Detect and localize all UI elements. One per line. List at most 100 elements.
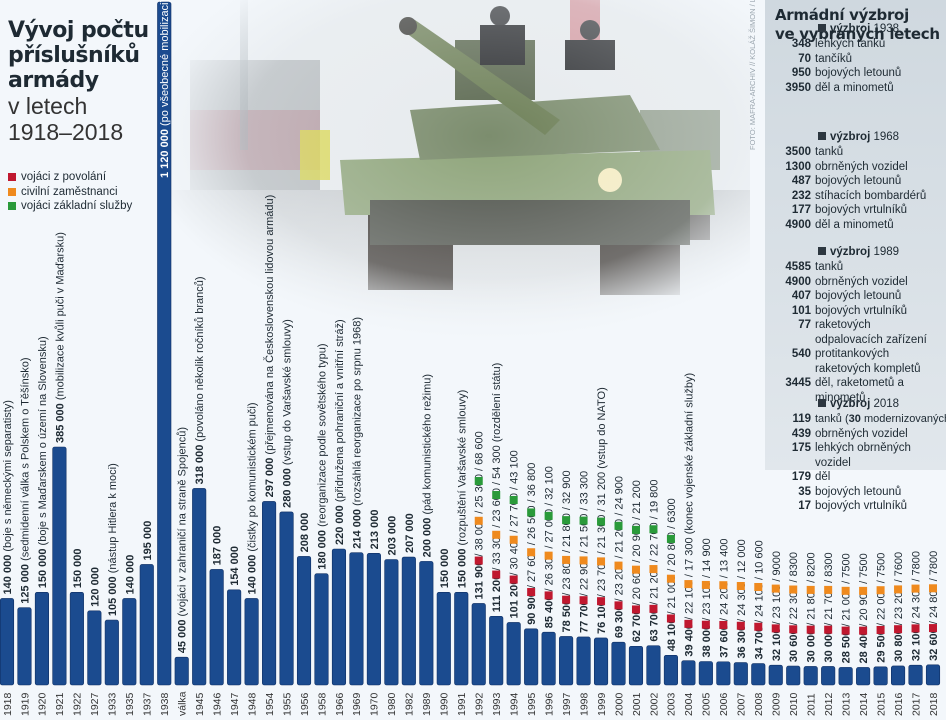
title-line-5: 1918–2018	[8, 119, 124, 145]
data-value: 220 000	[334, 505, 346, 545]
legend-square-prof	[824, 625, 833, 634]
bar-2016	[891, 665, 906, 686]
legend-square-prof	[509, 575, 518, 584]
breakdown-prof: 24 800	[928, 584, 940, 618]
data-annotation: (konec vojenské základní služby)	[683, 373, 695, 537]
data-value: 62 700	[631, 609, 643, 643]
x-tick-label: 1990	[439, 692, 451, 716]
data-label: 154 000	[229, 546, 241, 586]
data-value: 187 000	[212, 526, 224, 566]
breakdown-cons: 31 200	[596, 472, 608, 506]
armament-section-heading: výzbroj 1938	[765, 22, 946, 37]
bar-válka	[174, 656, 189, 686]
x-tick-label: 2007	[736, 692, 748, 716]
armament-count: 3445	[785, 377, 811, 389]
armament-item: bojových vrtulníků	[815, 304, 908, 317]
breakdown-civ: 7800	[911, 551, 923, 575]
breakdown-cons: 19 800	[648, 479, 660, 513]
legend-square-cons	[474, 477, 483, 486]
legend-square-civ	[859, 586, 868, 595]
armament-count: 17	[798, 500, 811, 512]
bar-1919	[17, 607, 32, 686]
armament-row: 487 bojových letounů	[765, 174, 946, 189]
legend-square-prof	[544, 591, 553, 600]
armament-count: 439	[791, 427, 811, 440]
legend-square-cons	[597, 517, 606, 526]
data-annotation: (vstup do NATO)	[596, 387, 608, 472]
breakdown-prof: 22 300	[788, 586, 800, 620]
armament-count: 348	[791, 38, 811, 50]
data-label: 150 000	[439, 549, 451, 589]
data-label: 125 000 (sedmidenní válka s Polskem o Tě…	[19, 358, 31, 604]
bar-1969	[349, 552, 364, 686]
separator: /	[806, 620, 818, 629]
data-label: 85 400 / 26 300 / 27 000 / 32 100	[544, 466, 556, 628]
separator: /	[858, 578, 870, 587]
bar-1994	[506, 622, 521, 686]
data-label: 39 400 / 22 100 / 17 300 (konec vojenské…	[683, 373, 695, 657]
armament-count: 950	[791, 67, 811, 79]
x-tick-label: 1956	[299, 692, 311, 716]
legend-square-civ	[492, 530, 501, 539]
separator: /	[666, 608, 678, 617]
legend-square-prof	[929, 624, 937, 633]
data-value: 111 200	[491, 574, 503, 613]
breakdown-cons: 33 300	[579, 471, 591, 505]
armament-count: 3950	[785, 81, 811, 94]
armament-row: 3950 děl a minometů	[765, 81, 946, 96]
bar-2002	[646, 645, 661, 686]
data-label: 28 400 / 20 900 / 7500	[858, 553, 870, 663]
separator: /	[753, 574, 765, 583]
data-label: 62 700 / 20 600 / 20 900 / 21 200	[631, 480, 643, 642]
bar-1996	[541, 631, 556, 686]
data-value: 32 100	[771, 628, 783, 662]
data-annotation: (vstup do Varšavské smlouvy)	[282, 319, 294, 468]
separator: /	[701, 572, 713, 581]
armament-section-label: výzbroj	[830, 23, 871, 35]
bar-1989	[419, 561, 434, 686]
bar-1980	[384, 559, 399, 686]
legend-square-civ	[824, 585, 833, 594]
legend-square-cons	[527, 508, 536, 517]
separator: /	[579, 590, 591, 599]
data-annotation: (vojáci v zahraničí na straně Spojenců)	[177, 427, 189, 620]
legend-square-prof	[841, 626, 850, 635]
separator: /	[666, 523, 678, 532]
armament-row: 439 obrněných vozidel	[765, 427, 946, 442]
separator: /	[771, 576, 783, 585]
data-value: 29 500	[876, 629, 888, 663]
armament-count: 101	[791, 304, 811, 317]
data-value: 36 300	[736, 625, 748, 659]
data-label: 214 000 (rozsáhlá reorganizace po srpnu …	[351, 317, 363, 549]
armament-item: lehkých obrněných vozidel	[815, 442, 911, 469]
breakdown-civ: 7600	[893, 552, 905, 576]
legend-square-civ	[701, 580, 710, 589]
armament-count: 179	[791, 471, 811, 483]
armament-section-1989: výzbroj 1989 4585 tanků 4900 obrněných vozid…	[765, 245, 946, 405]
bar-1948	[244, 598, 259, 686]
armament-row: 177 bojových vrtulníků	[765, 203, 946, 218]
armament-row: 179 děl	[765, 470, 946, 485]
breakdown-civ: 10 600	[753, 540, 765, 574]
armament-item: lehkých tanků	[815, 38, 886, 50]
square-bullet-icon	[818, 399, 826, 407]
bar-2011	[803, 666, 818, 686]
bar-1970	[366, 553, 381, 686]
separator: /	[614, 510, 626, 519]
legend-square-civ	[684, 580, 693, 589]
data-label: 38 000 / 23 100 / 14 900	[701, 538, 713, 657]
separator: /	[858, 621, 870, 630]
data-value: 150 000	[72, 549, 84, 589]
chart-title: Vývoj počtu příslušníků armády v letech …	[8, 18, 158, 145]
separator: /	[823, 620, 835, 629]
bar-1947	[227, 589, 242, 686]
armament-row: 4900 obrněných vozidel	[765, 275, 946, 290]
legend-square-prof	[597, 597, 606, 606]
armament-count: 4900	[785, 275, 811, 288]
data-label: 1 120 000 (po všeobecné mobilizaci)	[159, 0, 171, 178]
armament-count: 3500	[785, 146, 811, 158]
x-tick-label: 1948	[246, 692, 258, 716]
legend-square-prof	[859, 626, 868, 635]
x-tick-label: 2018	[928, 692, 940, 716]
data-value: 30 000	[823, 629, 835, 663]
